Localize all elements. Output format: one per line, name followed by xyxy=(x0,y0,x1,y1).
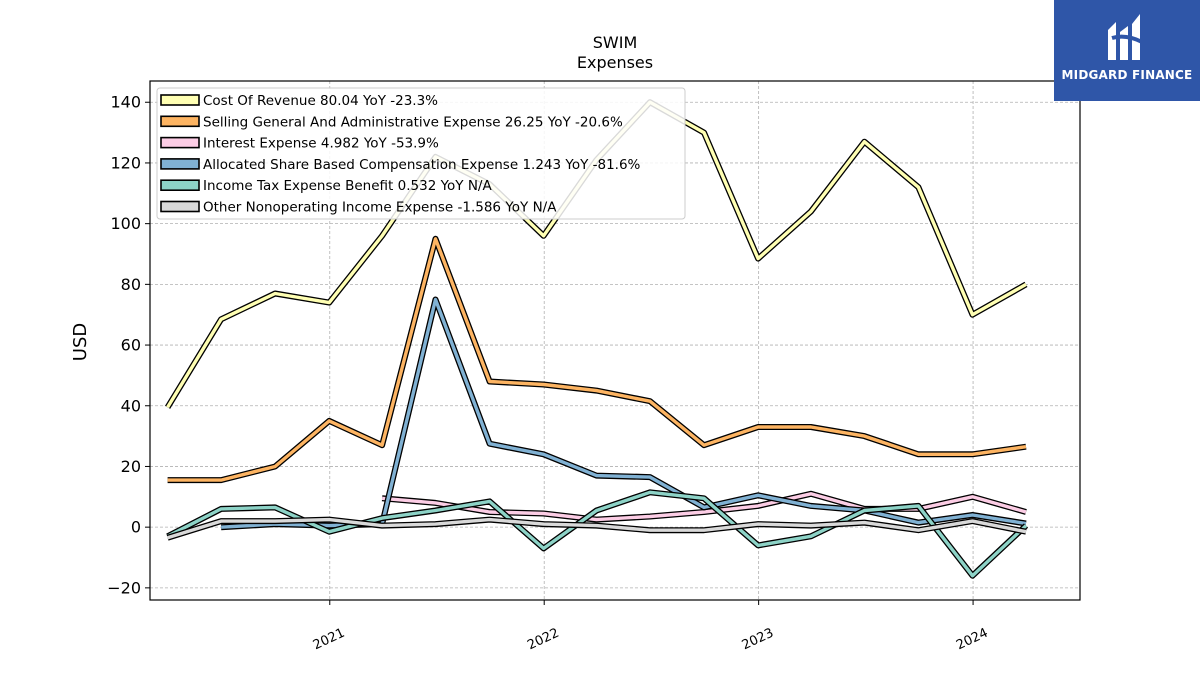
series-outline xyxy=(167,235,1027,484)
legend-swatch xyxy=(160,136,200,149)
y-tick-label: −20 xyxy=(107,578,141,597)
legend: Cost Of Revenue 80.04 YoY -23.3% Selling … xyxy=(156,87,686,220)
chart-title: SWIM xyxy=(593,33,638,52)
legend-swatch xyxy=(160,158,200,170)
legend-swatch xyxy=(160,200,200,213)
y-tick-label: 140 xyxy=(110,93,141,112)
series-outline xyxy=(220,296,1027,531)
plot-frame xyxy=(149,80,1081,601)
chart-subtitle: Expenses xyxy=(577,53,653,72)
y-tick-label: 0 xyxy=(131,518,141,537)
y-tick-label: 60 xyxy=(121,336,141,355)
series-line-4 xyxy=(221,297,1027,529)
x-tick-label: 2024 xyxy=(954,626,990,654)
x-tick-label: 2023 xyxy=(740,626,776,654)
series-line-5 xyxy=(166,490,1028,578)
legend-entry: Income Tax Expense Benefit 0.532 YoY N/A xyxy=(203,178,492,194)
y-tick-label: 40 xyxy=(121,396,141,415)
legend-entry: Interest Expense 4.982 YoY -53.9% xyxy=(203,136,439,152)
legend-entry: Other Nonoperating Income Expense -1.586… xyxy=(203,200,557,216)
legend-swatch xyxy=(160,179,200,191)
y-tick-label: 80 xyxy=(121,275,141,294)
series-line-2 xyxy=(167,237,1027,482)
series-group xyxy=(165,99,1029,579)
series-line-6 xyxy=(167,517,1027,540)
legend-swatch xyxy=(160,115,200,128)
brand-logo: MIDGARD FINANCE xyxy=(1054,0,1200,101)
series-outline xyxy=(166,489,1029,579)
x-tick-label: 2022 xyxy=(525,626,561,654)
y-tick-label: 100 xyxy=(110,214,141,233)
legend-entry: Selling General And Administrative Expen… xyxy=(203,114,623,130)
y-axis-label: USD xyxy=(70,323,91,361)
x-tick-label: 2021 xyxy=(311,626,347,654)
legend-entry: Cost Of Revenue 80.04 YoY -23.3% xyxy=(203,93,438,109)
legend-entry: Allocated Share Based Compensation Expen… xyxy=(203,157,641,173)
legend-swatch xyxy=(160,94,200,106)
brand-name: MIDGARD FINANCE xyxy=(1061,68,1193,82)
y-tick-label: 120 xyxy=(110,153,141,172)
brand-logo-icon xyxy=(1108,14,1143,60)
y-tick-label: 20 xyxy=(121,457,141,476)
legend-box xyxy=(156,87,686,220)
